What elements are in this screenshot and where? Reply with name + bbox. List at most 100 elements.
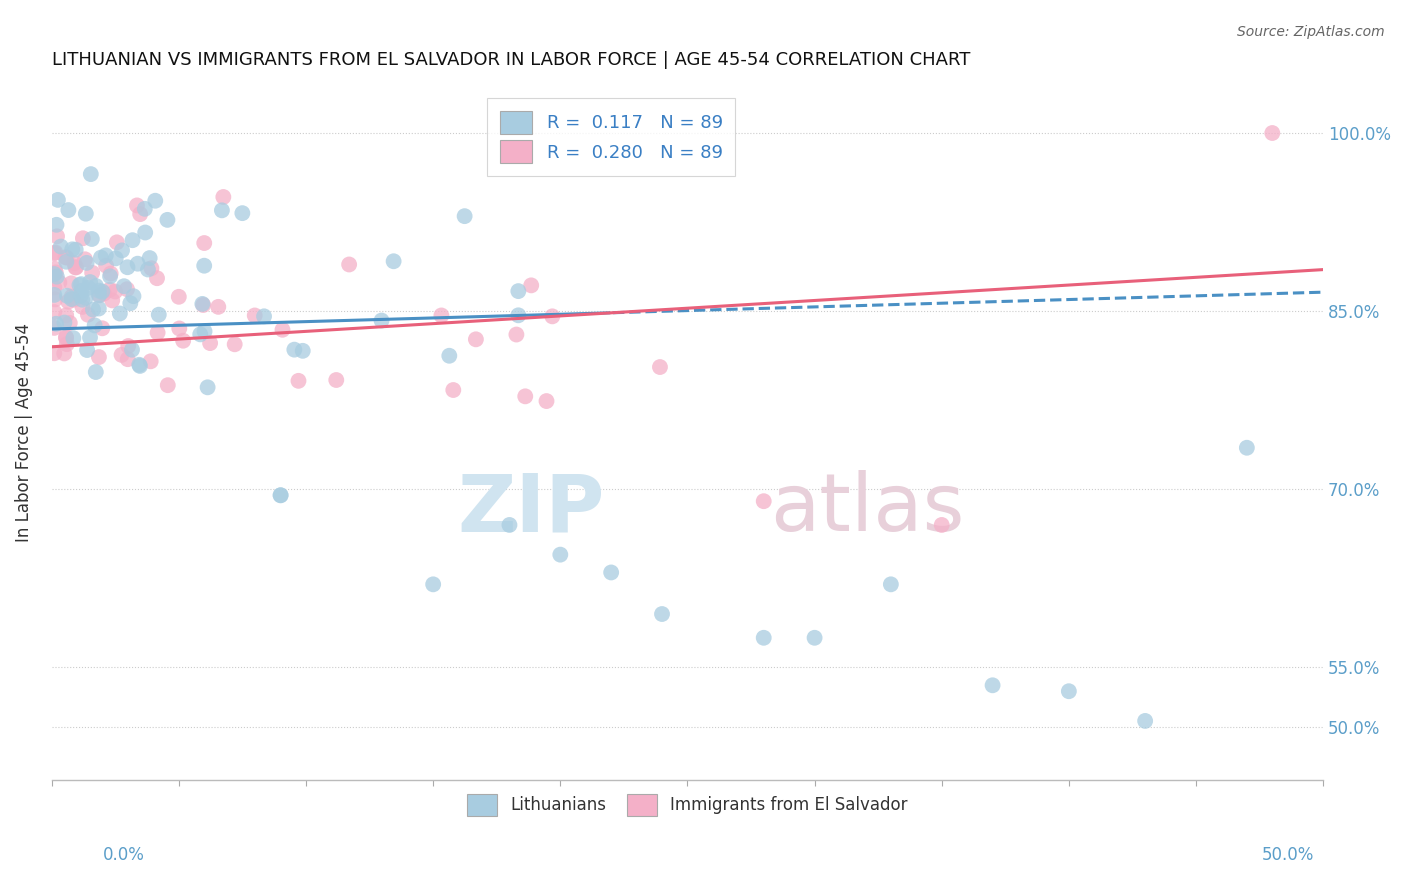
Point [139, 354, 162, 368]
Point [44, 321, 66, 335]
Point [55, 254, 77, 268]
Point [243, 309, 266, 323]
Point [87, 284, 110, 298]
Point [98, 269, 121, 284]
Point [70, 293, 93, 307]
Point [108, 306, 131, 320]
Point [87, 288, 110, 302]
Point [931, 518, 953, 533]
Point [87, 301, 110, 316]
Point [75, 207, 97, 221]
Point [536, 394, 558, 409]
Point [212, 190, 235, 204]
Point [508, 284, 530, 298]
Point [198, 336, 221, 351]
Point [82, 266, 104, 280]
Point [803, 631, 825, 645]
Point [45, 317, 67, 331]
Point [80, 167, 103, 181]
Point [65, 260, 87, 275]
Point [122, 289, 145, 303]
Point [129, 207, 152, 221]
Point [77, 308, 100, 322]
Point [44, 305, 66, 319]
Text: 50.0%: 50.0% [1263, 846, 1315, 863]
Point [45, 265, 67, 279]
Point [127, 257, 149, 271]
Point [91, 321, 114, 335]
Point [382, 254, 405, 268]
Point [110, 348, 132, 362]
Point [148, 308, 170, 322]
Point [48, 276, 70, 290]
Point [464, 332, 486, 346]
Point [90, 251, 112, 265]
Point [270, 488, 292, 502]
Point [111, 244, 134, 258]
Point [46, 229, 69, 244]
Point [80, 232, 103, 246]
Point [439, 349, 461, 363]
Point [60, 277, 83, 291]
Point [58, 202, 80, 217]
Point [63, 256, 86, 270]
Point [55, 251, 77, 265]
Point [453, 209, 475, 223]
Point [498, 518, 520, 533]
Point [105, 235, 128, 250]
Point [117, 260, 139, 275]
Point [146, 326, 169, 340]
Point [505, 327, 527, 342]
Point [89, 288, 111, 302]
Point [134, 202, 156, 216]
Point [49, 239, 72, 253]
Point [112, 279, 135, 293]
Point [283, 343, 305, 357]
Point [325, 373, 347, 387]
Point [87, 350, 110, 364]
Point [76, 343, 98, 357]
Point [167, 290, 190, 304]
Point [100, 267, 122, 281]
Point [193, 324, 215, 338]
Point [1236, 441, 1258, 455]
Point [648, 359, 671, 374]
Point [44, 288, 66, 302]
Point [121, 343, 143, 357]
Point [65, 243, 87, 257]
Point [651, 607, 673, 621]
Point [45, 218, 67, 232]
Point [44, 293, 66, 307]
Point [77, 281, 100, 295]
Point [44, 280, 66, 294]
Point [55, 250, 77, 264]
Point [600, 566, 623, 580]
Point [207, 300, 229, 314]
Point [156, 212, 179, 227]
Point [191, 297, 214, 311]
Point [53, 346, 76, 360]
Point [98, 283, 121, 297]
Point [59, 316, 82, 330]
Point [55, 330, 77, 344]
Point [60, 290, 83, 304]
Point [55, 308, 77, 322]
Text: Source: ZipAtlas.com: Source: ZipAtlas.com [1237, 25, 1385, 39]
Point [115, 282, 138, 296]
Point [138, 251, 160, 265]
Point [169, 321, 191, 335]
Point [337, 258, 360, 272]
Point [44, 267, 66, 281]
Point [101, 293, 124, 308]
Point [93, 286, 115, 301]
Point [104, 285, 127, 299]
Point [69, 289, 91, 303]
Point [141, 261, 163, 276]
Point [44, 245, 66, 260]
Point [53, 316, 76, 330]
Point [422, 577, 444, 591]
Point [224, 337, 246, 351]
Point [55, 331, 77, 345]
Point [84, 279, 107, 293]
Point [981, 678, 1004, 692]
